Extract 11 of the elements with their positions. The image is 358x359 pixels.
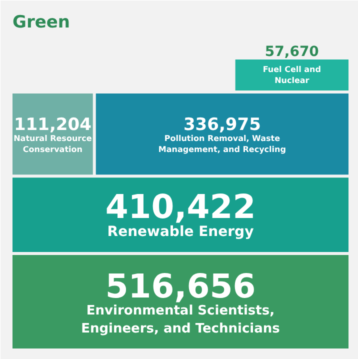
category-label: Fuel Cell and Nuclear	[262, 65, 322, 85]
data-label: 410,422	[105, 186, 256, 226]
data-label: 57,670	[264, 44, 320, 60]
data-label: 111,204	[14, 114, 92, 135]
data-label: 516,656	[105, 266, 256, 306]
category-label: Environmental Scientists, Engineers, and Technicians	[81, 304, 280, 337]
category-label: Renewable Energy	[107, 224, 254, 240]
text: Green	[12, 12, 70, 32]
category-label: Pollution Removal, Waste Management, and Recycling	[158, 134, 286, 154]
category-label: Natural Resource Conservation	[14, 134, 92, 154]
data-label: 336,975	[183, 114, 261, 135]
